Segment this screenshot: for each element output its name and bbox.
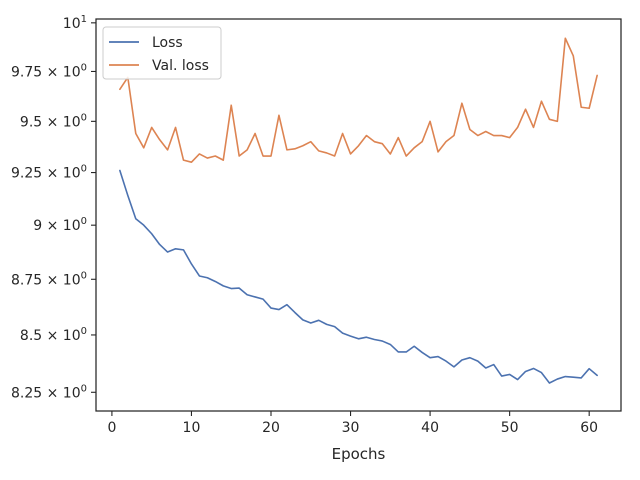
series-layer bbox=[119, 37, 598, 384]
x-axis-label: Epochs bbox=[332, 445, 386, 463]
y-tick-mantissa: 9 × 10 bbox=[33, 218, 80, 234]
y-tick-mantissa: 8.5 × 10 bbox=[20, 328, 81, 344]
y-tick-label: 8.25 × 100 bbox=[11, 383, 87, 401]
y-tick-label: 9 × 100 bbox=[33, 216, 87, 234]
y-tick-mantissa: 9.75 × 10 bbox=[11, 64, 81, 80]
y-tick-label: 9.5 × 100 bbox=[20, 112, 87, 130]
y-tick-exponent: 0 bbox=[81, 164, 87, 175]
y-tick-mantissa: 9.5 × 10 bbox=[20, 114, 81, 130]
legend-label-loss: Loss bbox=[152, 35, 183, 51]
y-tick-exponent: 0 bbox=[81, 62, 87, 73]
series-line-val-loss bbox=[119, 37, 598, 164]
y-tick-mantissa: 8.25 × 10 bbox=[11, 385, 81, 401]
plot-frame bbox=[95, 18, 622, 412]
y-tick-mantissa: 10 bbox=[63, 16, 81, 32]
y-tick-exponent: 0 bbox=[81, 383, 87, 394]
y-tick-label: 8.75 × 100 bbox=[11, 270, 87, 288]
x-tick-label: 40 bbox=[421, 420, 439, 436]
y-tick-exponent: 0 bbox=[81, 326, 87, 337]
x-tick-label: 10 bbox=[183, 420, 201, 436]
x-axis-ticks: 0 10 20 30 40 50 60 bbox=[107, 411, 598, 436]
x-tick-label: 20 bbox=[262, 420, 280, 436]
y-tick-exponent: 0 bbox=[81, 216, 87, 227]
x-tick-label: 50 bbox=[501, 420, 519, 436]
x-tick-label: 30 bbox=[342, 420, 360, 436]
series-line-loss bbox=[119, 169, 598, 384]
x-tick-label: 60 bbox=[580, 420, 598, 436]
x-tick-label: 0 bbox=[107, 420, 116, 436]
y-tick-exponent: 0 bbox=[81, 112, 87, 123]
y-tick-label: 9.75 × 100 bbox=[11, 62, 87, 80]
legend-label-val-loss: Val. loss bbox=[152, 58, 209, 74]
y-tick-label: 101 bbox=[63, 14, 87, 32]
legend-frame bbox=[102, 26, 222, 80]
y-tick-label: 9.25 × 100 bbox=[11, 164, 87, 182]
y-tick-label: 8.5 × 100 bbox=[20, 326, 87, 344]
y-tick-mantissa: 8.75 × 10 bbox=[11, 272, 81, 288]
y-tick-mantissa: 9.25 × 10 bbox=[11, 166, 81, 182]
y-tick-exponent: 1 bbox=[81, 14, 87, 25]
legend: Loss Val. loss bbox=[102, 26, 222, 80]
y-tick-exponent: 0 bbox=[81, 270, 87, 281]
